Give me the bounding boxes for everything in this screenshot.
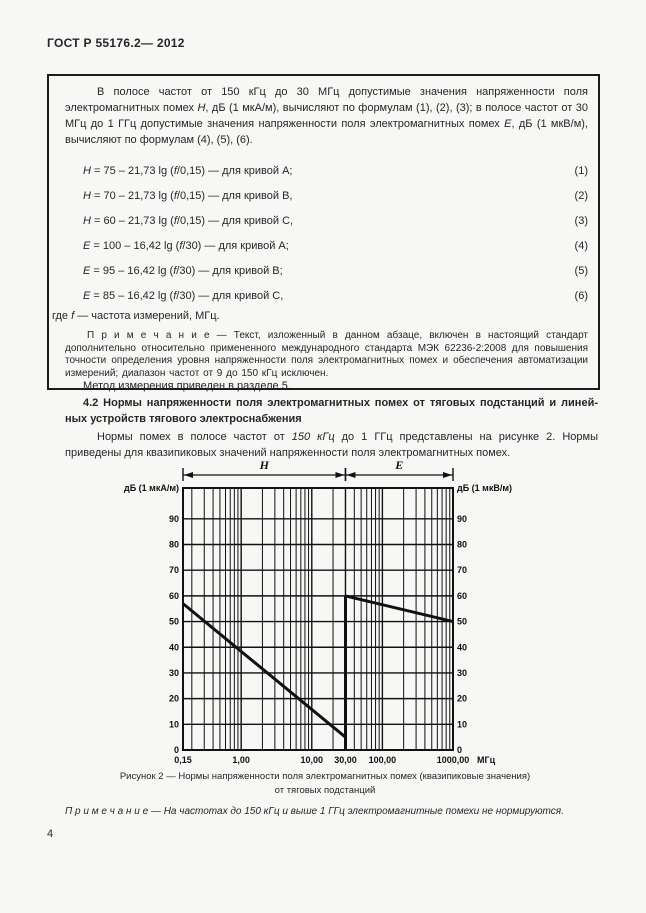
y-tick-label-right: 80 (457, 540, 467, 550)
y-tick-label-left: 80 (169, 540, 179, 550)
y-tick-label-left: 10 (169, 719, 179, 729)
y-tick-label-right: 30 (457, 668, 467, 678)
formula-number: (2) (574, 190, 588, 202)
y-tick-label-left: 70 (169, 565, 179, 575)
formula-number: (5) (574, 265, 588, 277)
formula-4: E = 100 – 16,42 lg (f/30) — для кривой А… (83, 240, 289, 252)
symbol-H: Н (197, 102, 206, 114)
y-tick-label-right: 90 (457, 514, 467, 524)
y-tick-label-right: 50 (457, 617, 467, 627)
arrowhead-left-icon (184, 472, 193, 478)
norms-paragraph: Нормы помех в полосе частот от 150 кГц д… (65, 431, 598, 459)
section-label-H: H (259, 458, 270, 472)
x-unit-label: МГц (477, 755, 496, 765)
x-tick-label: 1000,00 (437, 755, 470, 765)
formula-2: H = 70 – 21,73 lg (f/0,15) — для кривой … (83, 190, 293, 202)
formula-row: H = 60 – 21,73 lg (f/0,15) — для кривой … (65, 209, 588, 234)
boxed-clause: В полосе частот от 150 кГц до 30 МГц доп… (47, 74, 600, 390)
formula-number: (3) (574, 215, 588, 227)
x-tick-label: 100,00 (369, 755, 397, 765)
arrowhead-right-icon (443, 472, 452, 478)
plot-frame (182, 487, 454, 751)
y-tick-label-right: 40 (457, 642, 467, 652)
y-tick-label-left: 30 (169, 668, 179, 678)
formula-5: E = 95 – 16,42 lg (f/30) — для кривой В; (83, 265, 283, 277)
formula-row: E = 95 – 16,42 lg (f/30) — для кривой В;… (65, 259, 588, 284)
x-tick-label: 1,00 (232, 755, 250, 765)
where-clause: где f — частота измерений, МГц. (52, 310, 220, 322)
heading-line-1: 4.2 Нормы напряженности поля электромагн… (83, 397, 598, 409)
left-axis-title: дБ (1 мкА/м) (124, 483, 179, 493)
document-header: ГОСТ Р 55176.2— 2012 (47, 36, 185, 50)
figure-note: П р и м е ч а н и е — На частотах до 150… (65, 806, 564, 817)
y-tick-label-left: 40 (169, 642, 179, 652)
section-label-E: E (394, 458, 403, 472)
formula-number: (4) (574, 240, 588, 252)
x-tick-label: 30,00 (334, 755, 357, 765)
y-tick-label-left: 60 (169, 591, 179, 601)
x-tick-label: 0,15 (174, 755, 192, 765)
y-tick-label-left: 0 (174, 745, 179, 755)
formula-1: H = 75 – 21,73 lg (f/0,15) — для кривой … (83, 165, 293, 177)
formula-number: (1) (574, 165, 588, 177)
clause-note: П р и м е ч а н и е — Текст, изложенный … (65, 330, 588, 379)
y-tick-label-left: 90 (169, 514, 179, 524)
y-tick-label-left: 20 (169, 694, 179, 704)
formula-list: H = 75 – 21,73 lg (f/0,15) — для кривой … (65, 159, 588, 309)
figure-caption-line-1: Рисунок 2 — Нормы напряженности поля эле… (119, 771, 531, 782)
formula-number: (6) (574, 290, 588, 302)
y-tick-label-right: 0 (457, 745, 462, 755)
series-E-norm (345, 594, 454, 624)
figure-caption: Рисунок 2 — Нормы напряженности поля эле… (58, 770, 592, 798)
page-number: 4 (47, 828, 54, 840)
heading-line-2: ных устройств тягового электроснабжения (65, 412, 302, 425)
intro-text: В полосе частот от 150 кГц до 30 МГц доп… (65, 86, 588, 114)
formula-row: E = 85 – 16,42 lg (f/30) — для кривой С,… (65, 284, 588, 309)
series-H-norm (182, 602, 347, 739)
y-tick-label-right: 10 (457, 719, 467, 729)
figure-2-chart: 0,15 1,00 10,00 30,00 100,00 1000,00 0 0 10 10 20 2… (100, 455, 560, 770)
intro-text: , дБ (1 мкА/м), вычисляют по формулам (1… (65, 102, 588, 130)
y-tick-label-right: 60 (457, 591, 467, 601)
arrowhead-right-icon (335, 472, 345, 478)
formula-6: E = 85 – 16,42 lg (f/30) — для кривой С, (83, 290, 284, 302)
method-line: Метод измерения приведен в разделе 5. (83, 380, 291, 392)
y-tick-label-right: 70 (457, 565, 467, 575)
arrowhead-left-icon (346, 472, 356, 478)
y-tick-label-left: 50 (169, 617, 179, 627)
section-heading-4-2: 4.2 Нормы напряженности поля электромагн… (65, 396, 598, 427)
intro-text: , дБ (1 мкВ/м), вычисляют по формулам (4… (65, 118, 588, 146)
intro-paragraph: В полосе частот от 150 кГц до 30 МГц доп… (65, 84, 588, 148)
formula-row: H = 75 – 21,73 lg (f/0,15) — для кривой … (65, 159, 588, 184)
symbol-E: Е (504, 118, 512, 130)
figure-caption-line-2: от тяговых подстанций (274, 785, 376, 796)
y-tick-label-right: 20 (457, 694, 467, 704)
formula-row: E = 100 – 16,42 lg (f/30) — для кривой А… (65, 234, 588, 259)
x-tick-label: 10,00 (301, 755, 324, 765)
formula-row: H = 70 – 21,73 lg (f/0,15) — для кривой … (65, 184, 588, 209)
formula-3: H = 60 – 21,73 lg (f/0,15) — для кривой … (83, 215, 294, 227)
right-axis-title: дБ (1 мкВ/м) (457, 483, 512, 493)
